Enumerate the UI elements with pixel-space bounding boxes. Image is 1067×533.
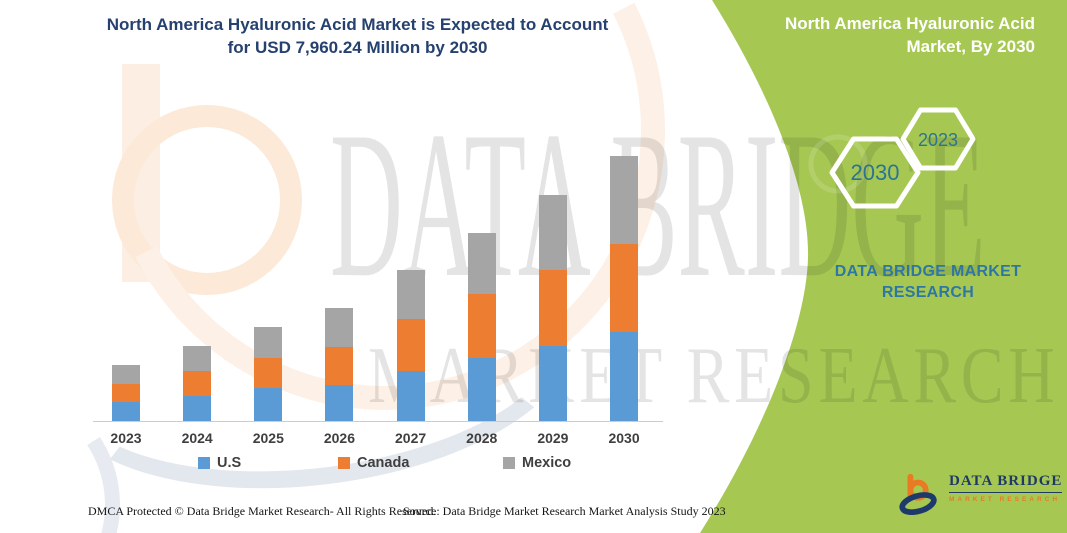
bar-segment-us-2028 — [467, 358, 496, 421]
brand-text: DATA BRIDGE MARKET RESEARCH — [800, 261, 1056, 303]
company-logo-textblock: DATA BRIDGE MARKET RESEARCH — [949, 473, 1063, 515]
bar-group-2026: 2026 — [324, 308, 355, 446]
legend-item-canada: Canada — [338, 455, 409, 471]
bar-segment-mexico-2029 — [538, 194, 567, 270]
stacked-bar-chart: 2023 2024 2025 2026 2027 2028 2029 2030 — [93, 156, 663, 446]
side-panel-title: North America Hyaluronic Acid Market, By… — [755, 12, 1035, 58]
legend-label: U.S — [217, 455, 242, 471]
page-title-line2: for USD 7,960.24 Million by 2030 — [227, 38, 488, 57]
bar-group-2030: 2030 — [608, 156, 640, 446]
footer-source-note: Source: Data Bridge Market Research Mark… — [403, 504, 726, 518]
bar-segment-canada-2030 — [610, 243, 639, 333]
legend-swatch-icon — [338, 457, 350, 469]
bar-segment-canada-2025 — [254, 358, 283, 389]
bar-segment-canada-2024 — [183, 370, 212, 397]
bar-segment-canada-2027 — [396, 319, 425, 371]
hexagon-2023-label: 2023 — [918, 130, 958, 150]
side-panel-title-line1: North America Hyaluronic Acid — [784, 14, 1035, 33]
bar-segment-mexico-2023 — [112, 365, 140, 385]
bar-segment-mexico-2026 — [325, 308, 354, 347]
company-logo-icon — [899, 473, 937, 515]
side-panel-title-line2: Market, By 2030 — [906, 37, 1035, 56]
bar-segment-mexico-2024 — [183, 346, 212, 371]
bar-segment-mexico-2025 — [254, 327, 283, 359]
company-logo-subtitle: MARKET RESEARCH — [949, 496, 1061, 503]
x-axis-label-2030: 2030 — [608, 430, 640, 446]
legend-item-us: U.S — [198, 455, 241, 471]
hexagon-2030-label: 2030 — [851, 160, 900, 185]
bar-segment-mexico-2027 — [396, 269, 425, 320]
legend-item-mexico: Mexico — [503, 455, 571, 471]
bar-segment-us-2029 — [538, 346, 567, 421]
bar-segment-mexico-2030 — [610, 156, 639, 244]
bar-segment-us-2024 — [183, 396, 212, 421]
brand-text-line2: RESEARCH — [881, 284, 975, 301]
brand-text-line1: DATA BRIDGE MARKET — [834, 263, 1022, 280]
page-title-line1: North America Hyaluronic Acid Market is … — [106, 15, 609, 34]
bar-group-2024: 2024 — [182, 346, 213, 446]
page-title: North America Hyaluronic Acid Market is … — [95, 13, 620, 59]
green-panel-shape — [700, 0, 1067, 533]
bar-group-2025: 2025 — [253, 327, 284, 446]
chart-legend: U.S Canada Mexico — [0, 455, 700, 475]
decorative-circle — [808, 134, 868, 194]
bar-segment-canada-2026 — [325, 346, 354, 386]
bar-segment-us-2023 — [112, 401, 140, 421]
company-logo-name: DATA BRIDGE — [949, 473, 1063, 493]
bar-segment-canada-2029 — [538, 269, 567, 347]
x-axis-label-2026: 2026 — [323, 430, 356, 446]
legend-label: Mexico — [522, 455, 572, 471]
bar-group-2023: 2023 — [110, 365, 142, 446]
logo-swoosh — [899, 492, 937, 515]
bar-segment-us-2030 — [610, 332, 639, 421]
legend-swatch-icon — [198, 457, 210, 469]
bar-group-2029: 2029 — [537, 194, 568, 446]
bar-segment-canada-2023 — [112, 384, 140, 402]
legend-swatch-icon — [503, 457, 515, 469]
hexagon-2030 — [829, 136, 921, 209]
x-axis-label-2025: 2025 — [252, 430, 284, 446]
x-axis-label-2028: 2028 — [466, 430, 498, 446]
x-axis-label-2024: 2024 — [181, 430, 213, 446]
x-axis-label-2023: 2023 — [110, 430, 142, 446]
bar-segment-mexico-2028 — [467, 232, 496, 295]
bar-segment-us-2025 — [254, 388, 283, 421]
bar-group-2028: 2028 — [466, 232, 497, 446]
x-axis-label-2027: 2027 — [395, 430, 427, 446]
hexagon-2023 — [900, 107, 976, 171]
bar-group-2027: 2027 — [395, 269, 426, 446]
bar-segment-us-2026 — [325, 385, 354, 421]
bar-segment-us-2027 — [396, 370, 425, 421]
bar-segment-canada-2028 — [467, 294, 496, 359]
footer-dmca-notice: DMCA Protected © Data Bridge Market Rese… — [88, 504, 437, 518]
x-axis-label-2029: 2029 — [537, 430, 569, 446]
legend-label: Canada — [357, 455, 410, 471]
company-logo: DATA BRIDGE MARKET RESEARCH — [897, 473, 1063, 515]
